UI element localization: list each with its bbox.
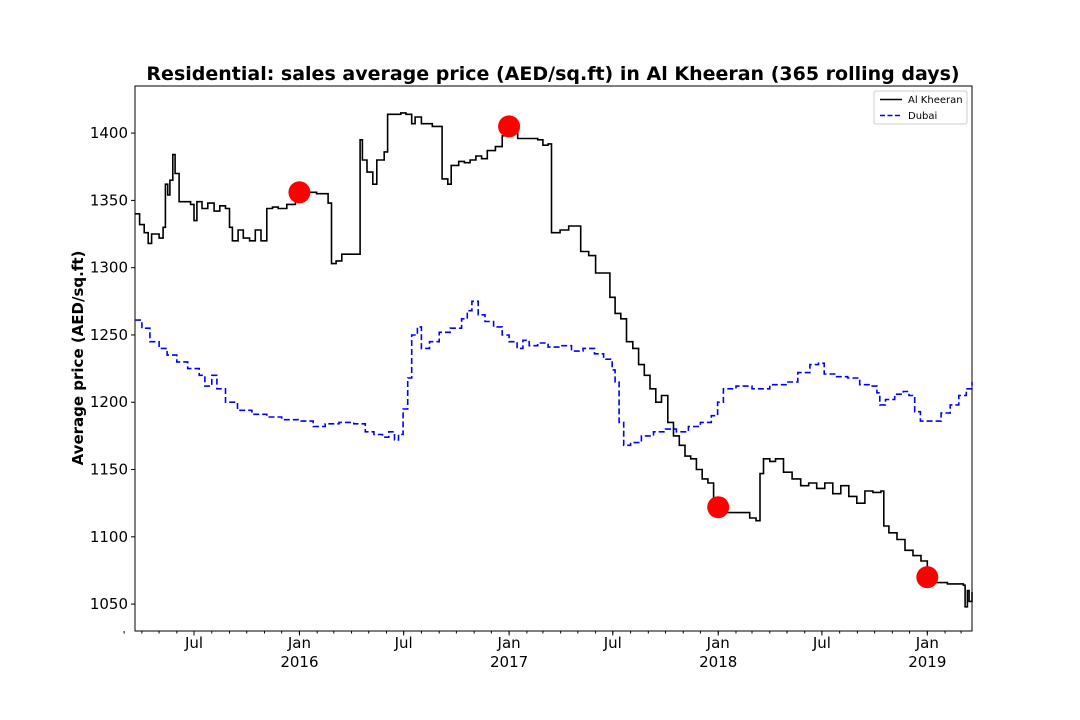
y-axis: 1050 1100 1150 1200 1250 1300 1350 1400 — [90, 124, 135, 613]
series-layer — [135, 112, 973, 608]
highlight-marker — [916, 566, 939, 589]
marker-layer — [288, 115, 939, 589]
x-tick-label: Jul — [184, 634, 203, 652]
x-tick-label: Jul — [603, 634, 622, 652]
y-axis-label: Average price (AED/sq.ft) — [69, 251, 87, 466]
legend-label-al-kheeran: Al Kheeran — [908, 95, 963, 106]
highlight-marker — [498, 115, 521, 138]
y-tick-label: 1350 — [90, 191, 128, 209]
x-tick-year-label: 2019 — [908, 653, 946, 671]
x-tick-label: Jan — [497, 634, 521, 652]
chart-title: Residential: sales average price (AED/sq… — [146, 63, 959, 85]
legend-label-dubai: Dubai — [908, 111, 937, 122]
y-tick-label: 1200 — [90, 393, 128, 411]
x-tick-year-label: 2018 — [699, 653, 737, 671]
legend: Al Kheeran Dubai — [873, 90, 968, 125]
y-tick-label: 1250 — [90, 326, 128, 344]
x-tick-label: Jul — [812, 634, 831, 652]
x-tick-year-label: 2016 — [280, 653, 318, 671]
y-tick-label: 1050 — [90, 595, 128, 613]
highlight-marker — [288, 181, 311, 204]
y-tick-label: 1150 — [90, 461, 128, 479]
y-tick-label: 1100 — [90, 528, 128, 546]
x-tick-label: Jul — [394, 634, 413, 652]
y-tick-label: 1300 — [90, 259, 128, 277]
highlight-marker — [707, 496, 730, 519]
x-tick-label: Jan — [706, 634, 730, 652]
series-line-al-kheeran — [135, 112, 973, 608]
plot-area-frame — [134, 85, 973, 632]
series-line-dubai — [135, 300, 973, 447]
x-tick-year-label: 2017 — [490, 653, 528, 671]
y-tick-label: 1400 — [90, 124, 128, 142]
x-tick-label: Jan — [287, 634, 311, 652]
x-tick-label: Jan — [915, 634, 939, 652]
